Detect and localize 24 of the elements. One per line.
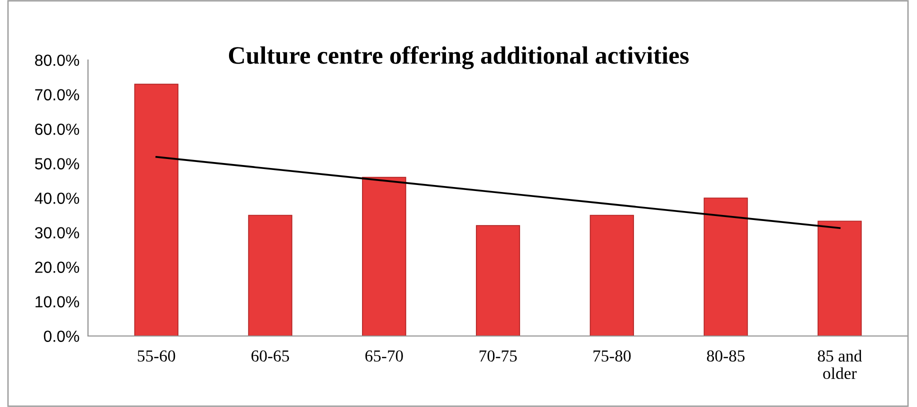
bar bbox=[590, 214, 634, 336]
y-tick-label: 0.0% bbox=[44, 330, 80, 342]
y-tick-label: 50.0% bbox=[35, 158, 80, 170]
x-tick-label: 55-60 bbox=[138, 350, 176, 362]
y-tick-label: 30.0% bbox=[34, 227, 80, 238]
bar bbox=[248, 214, 292, 336]
x-tick-label: 70-75 bbox=[480, 350, 517, 362]
bar bbox=[134, 84, 178, 336]
bar bbox=[704, 198, 748, 336]
x-tick-label: 65-70 bbox=[365, 350, 403, 362]
bar bbox=[476, 225, 520, 336]
y-tick-label: 10.0% bbox=[36, 296, 80, 308]
y-tick-label: 40.0% bbox=[34, 192, 80, 204]
x-tick-label: 85 and older bbox=[818, 350, 862, 380]
x-tick-label: 80-85 bbox=[706, 350, 745, 362]
x-tick-label: 75-80 bbox=[594, 350, 631, 362]
x-tick-label: 60-65 bbox=[251, 350, 290, 362]
bar bbox=[362, 176, 406, 336]
y-tick-label: 60.0% bbox=[35, 124, 80, 135]
bar bbox=[818, 220, 862, 336]
y-tick-label: 70.0% bbox=[35, 89, 80, 100]
y-tick-label: 80.0% bbox=[35, 54, 80, 66]
chart-title: Culture centre offering additional activities bbox=[228, 46, 689, 70]
y-tick-label: 20.0% bbox=[35, 262, 80, 273]
